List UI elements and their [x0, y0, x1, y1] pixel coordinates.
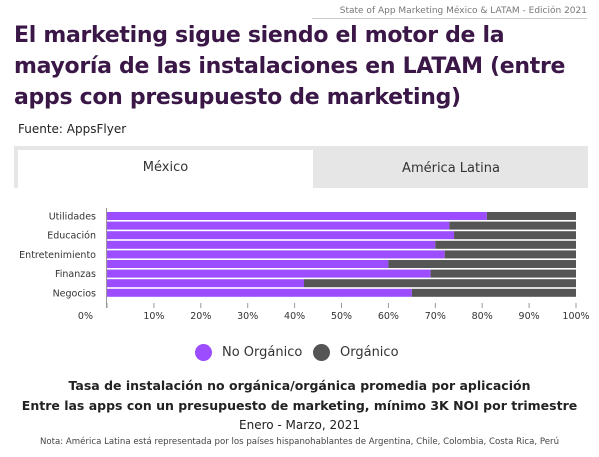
caption-period: Enero - Marzo, 2021	[239, 418, 360, 432]
bar-segment-organico	[435, 240, 576, 249]
bar-segment-no-organico	[107, 279, 304, 288]
tab-america-latina[interactable]: América Latina	[402, 161, 500, 176]
bar-segment-organico	[449, 221, 576, 230]
bar-segment-no-organico	[107, 212, 487, 220]
x-tick-label: 0%	[78, 311, 93, 322]
x-tick-label: 90%	[519, 311, 540, 322]
bar-segment-no-organico	[107, 221, 450, 230]
x-tick-label: 50%	[331, 311, 352, 322]
bar-segment-organico	[454, 231, 576, 240]
bar-segment-organico	[430, 269, 576, 278]
x-tick-label: 60%	[378, 311, 399, 322]
x-tick-label: 40%	[284, 311, 305, 322]
source-label: Fuente: AppsFlyer	[18, 122, 127, 136]
bar-segment-organico	[303, 279, 576, 288]
legend-swatch-no-organico	[195, 344, 212, 361]
y-tick-label: Finanzas	[55, 269, 96, 280]
x-tick-label: 70%	[425, 311, 446, 322]
x-tick-label: 10%	[143, 311, 164, 322]
y-tick-label: Educación	[47, 231, 96, 242]
bar-segment-organico	[388, 260, 576, 268]
y-tick-label: Utilidades	[49, 212, 96, 223]
y-tick-label: Negocios	[53, 288, 96, 299]
legend-label-no-organico: No Orgánico	[222, 345, 303, 360]
caption-note: Nota: América Latina está representada p…	[39, 437, 560, 447]
legend-item-no-organico: No Orgánico	[195, 344, 302, 361]
caption-subtitle: Entre las apps con un presupuesto de mar…	[21, 398, 578, 413]
legend-swatch-organico	[313, 344, 330, 361]
x-tick-label: 30%	[237, 311, 258, 322]
edition-label: State of App Marketing México & LATAM - …	[311, 6, 587, 19]
legend-item-organico: Orgánico	[313, 344, 399, 361]
bar-segment-organico	[486, 212, 576, 220]
bar-segment-no-organico	[107, 269, 431, 278]
y-tick-label: Entretenimiento	[19, 250, 96, 261]
tab-bar: México América Latina	[14, 146, 588, 188]
x-tick-label: 80%	[472, 311, 493, 322]
bar-segment-organico	[444, 250, 576, 259]
chart-legend: No Orgánico Orgánico	[0, 344, 599, 366]
stacked-bar-chart: Utilidades Educación Entretenimiento Finanz…	[19, 208, 590, 322]
bar-segment-no-organico	[107, 231, 455, 240]
bar-segment-no-organico	[107, 250, 445, 259]
bar-segment-organico	[411, 288, 576, 297]
caption-title: Tasa de instalación no orgánica/orgánica…	[68, 378, 531, 393]
tab-mexico[interactable]: México	[18, 150, 313, 188]
x-tick-label: 100%	[562, 311, 589, 322]
bar-segment-no-organico	[107, 288, 412, 297]
bar-segment-no-organico	[107, 240, 436, 249]
x-tick-label: 20%	[190, 311, 211, 322]
bar-segment-no-organico	[107, 260, 389, 268]
legend-label-organico: Orgánico	[340, 345, 399, 360]
page-title: El marketing sigue siendo el motor de la…	[14, 23, 566, 110]
